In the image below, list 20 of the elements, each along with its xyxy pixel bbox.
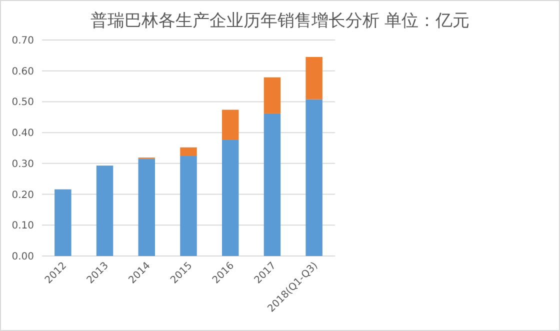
- bar: [180, 147, 197, 156]
- bar: [138, 158, 156, 256]
- bar: [222, 140, 239, 256]
- y-tick-label: 0.70: [12, 36, 34, 46]
- bar: [96, 166, 114, 256]
- y-tick-label: 0.30: [12, 158, 34, 170]
- y-tick-label: 0.00: [12, 252, 34, 262]
- chart-title: 普瑞巴林各生产企业历年销售增长分析 单位：亿元: [90, 11, 470, 31]
- bar: [264, 113, 281, 256]
- y-tick-label: 0.60: [12, 66, 34, 78]
- bar: [264, 77, 281, 114]
- y-tick-label: 0.50: [12, 97, 34, 108]
- bar: [306, 99, 322, 256]
- bar: [306, 56, 322, 100]
- y-tick-label: 0.40: [12, 128, 34, 140]
- bar: [54, 189, 72, 256]
- y-tick-label: 0.20: [12, 190, 34, 201]
- y-tick-label: 0.10: [12, 220, 34, 232]
- bar: [222, 110, 239, 140]
- bar: [180, 156, 197, 256]
